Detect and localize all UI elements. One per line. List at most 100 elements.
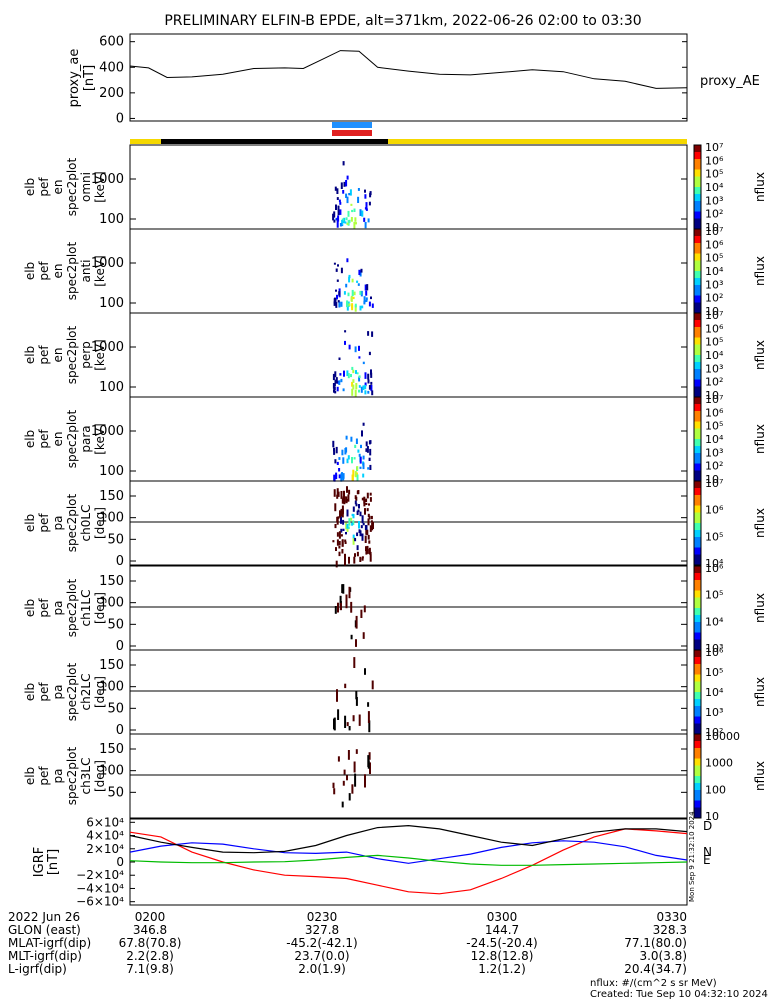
ytick-label: 1000 bbox=[91, 340, 124, 355]
spectrogram-pixel bbox=[368, 540, 371, 544]
ylabel-word: [deg] bbox=[93, 592, 107, 624]
spectrogram-pixel bbox=[367, 518, 370, 526]
spectrogram-pixel bbox=[339, 373, 342, 376]
spectrogram-pixel bbox=[351, 474, 354, 481]
ephemeris-value: -24.5(-20.4) bbox=[466, 936, 537, 950]
ylabel-word: [keV] bbox=[93, 255, 107, 286]
colorbar-tick-label: 10³ bbox=[705, 446, 723, 459]
spectrogram-pixel bbox=[332, 213, 335, 221]
spectrogram-pixel bbox=[335, 560, 338, 568]
ytick-label: 50 bbox=[107, 532, 124, 547]
state-bars bbox=[130, 122, 687, 144]
colorbar-segment bbox=[694, 246, 701, 251]
spectrogram-pixel bbox=[336, 539, 339, 546]
colorbar bbox=[693, 228, 702, 314]
ytick-label: 0 bbox=[116, 639, 124, 654]
colorbar-segment bbox=[694, 537, 701, 541]
colorbar-segment bbox=[694, 376, 701, 380]
spectrogram-pixel bbox=[370, 369, 372, 375]
colorbar-segment bbox=[694, 519, 701, 524]
spectrogram-pixel bbox=[337, 602, 339, 613]
ylabel-word: spec2plot bbox=[65, 241, 79, 300]
spectrogram-pixel bbox=[346, 301, 349, 308]
ytick-label: 50 bbox=[107, 617, 124, 632]
spectrogram-pixel bbox=[371, 390, 374, 396]
panel-frame bbox=[129, 228, 688, 314]
footer-created: Created: Tue Sep 10 04:32:10 2024 bbox=[590, 989, 768, 1000]
red-state-bar bbox=[332, 130, 372, 136]
spectrogram-pixel bbox=[367, 218, 370, 223]
spectrogram-pixel bbox=[354, 444, 357, 448]
spectrogram-pixel bbox=[357, 196, 360, 203]
colorbar-segment bbox=[694, 418, 701, 422]
spectrogram-pixel bbox=[341, 472, 343, 478]
spectrogram-pixel bbox=[355, 639, 357, 647]
spectrogram-pixel bbox=[364, 535, 367, 543]
spectrogram-pixel bbox=[346, 509, 349, 517]
spectrogram-pixel bbox=[346, 370, 349, 376]
spectrogram-pixel bbox=[348, 344, 351, 350]
spectrogram-pixel bbox=[356, 510, 359, 515]
ytick-label: 150 bbox=[99, 742, 124, 757]
spectrogram-pixel bbox=[340, 491, 343, 499]
spectrogram-pixel bbox=[345, 447, 348, 453]
spectrogram-pixel bbox=[362, 462, 365, 470]
spectrogram-pixel bbox=[337, 756, 340, 762]
spectrogram-pixel bbox=[343, 490, 345, 499]
spectrogram-pixel bbox=[360, 609, 363, 618]
colorbar-segment bbox=[694, 685, 701, 689]
spectrogram-pixel bbox=[333, 474, 336, 482]
colorbar-segment bbox=[694, 533, 701, 538]
igrf-ytick-label: 2×10⁴ bbox=[86, 842, 124, 856]
colorbar-tick-label: 10⁵ bbox=[705, 336, 723, 349]
ylabel-word: pa bbox=[51, 685, 65, 700]
spectrogram-pixel bbox=[338, 357, 341, 360]
ylabel-word: pef bbox=[37, 261, 51, 281]
spectrogram-pixel bbox=[339, 201, 342, 205]
spectrogram-pixel bbox=[354, 537, 357, 542]
ylabel-word: pa bbox=[51, 516, 65, 531]
ephemeris-value: 1.2(1.2) bbox=[478, 962, 526, 976]
colorbar-segment bbox=[694, 187, 701, 191]
colorbar-segment bbox=[694, 173, 701, 177]
colorbar-segment bbox=[694, 765, 701, 770]
colorbar-segment bbox=[694, 751, 701, 756]
ylabel-word: elb bbox=[23, 430, 37, 448]
ephemeris-value: 7.1(9.8) bbox=[126, 962, 174, 976]
spectrogram-pixel bbox=[352, 514, 355, 519]
spectrogram-pixel bbox=[333, 788, 336, 795]
colorbar-segment bbox=[694, 695, 701, 700]
colorbar-segment bbox=[694, 702, 701, 707]
colorbar-segment bbox=[694, 706, 701, 710]
colorbar-segment bbox=[694, 748, 701, 752]
spectrogram-pixel bbox=[361, 515, 364, 524]
colorbar-tick-label: 10⁴ bbox=[705, 433, 724, 446]
spectrogram-pixel bbox=[364, 372, 367, 379]
spectrogram-pixel bbox=[361, 556, 364, 559]
ephemeris-value: 328.3 bbox=[653, 923, 687, 937]
colorbar-segment bbox=[694, 229, 701, 233]
spectrogram-pixel bbox=[357, 490, 360, 495]
ylabel-word: spec2plot bbox=[65, 578, 79, 637]
colorbar bbox=[693, 733, 702, 819]
ephemeris-value: 20.4(34.7) bbox=[624, 962, 687, 976]
spectrogram-pixel bbox=[369, 448, 372, 456]
ytick-label: 100 bbox=[99, 511, 124, 526]
spectrogram-pixel bbox=[355, 438, 358, 444]
colorbar-segment bbox=[694, 152, 701, 156]
colorbar-tick-label: 10⁴ bbox=[705, 181, 724, 194]
spectrogram-pixel bbox=[367, 331, 370, 336]
colorbar-segment bbox=[694, 660, 701, 665]
spectrogram-pixel bbox=[366, 529, 369, 536]
colorbar-segment bbox=[694, 435, 701, 440]
colorbar-segment bbox=[694, 632, 701, 637]
spectrogram-pixel bbox=[354, 500, 357, 505]
ephemeris-value: 3.0(3.8) bbox=[639, 949, 687, 963]
colorbar-segment bbox=[694, 358, 701, 363]
colorbar-segment bbox=[694, 239, 701, 244]
colorbar-segment bbox=[694, 362, 701, 366]
colorbar-segment bbox=[694, 390, 701, 394]
ephemeris-value: 12.8(12.8) bbox=[471, 949, 534, 963]
